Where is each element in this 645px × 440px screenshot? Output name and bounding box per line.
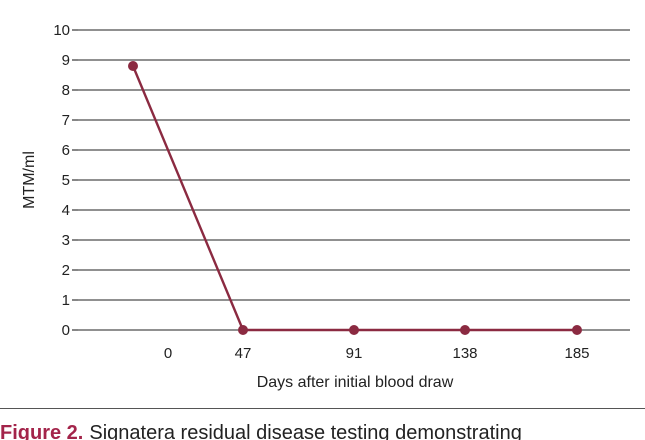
caption-divider xyxy=(0,408,645,409)
x-tick-label-0: 0 xyxy=(164,345,172,362)
y-tick-label-5: 5 xyxy=(62,172,70,189)
gridlines xyxy=(72,29,630,331)
y-tick-label-8: 8 xyxy=(62,82,70,99)
y-tick-label-4: 4 xyxy=(62,202,70,219)
y-tick-labels: 0 1 2 3 4 5 6 7 8 9 10 xyxy=(53,22,70,339)
y-tick-label-3: 3 xyxy=(62,232,70,249)
data-points xyxy=(128,61,582,335)
data-point-4 xyxy=(460,325,470,335)
figure-caption: Figure 2. Signatera residual disease test… xyxy=(0,414,645,440)
y-tick-label-1: 1 xyxy=(62,292,70,309)
x-tick-label-47: 47 xyxy=(235,345,252,362)
data-point-0 xyxy=(128,61,138,71)
y-tick-label-10: 10 xyxy=(53,22,70,39)
y-tick-label-7: 7 xyxy=(62,112,70,129)
y-axis-label: MTM/ml xyxy=(21,151,38,209)
figure-label: Figure 2. xyxy=(0,422,84,440)
y-tick-label-2: 2 xyxy=(62,262,70,279)
series-line xyxy=(131,65,577,332)
x-tick-labels: 0 47 91 138 185 xyxy=(164,345,590,362)
y-tick-label-6: 6 xyxy=(62,142,70,159)
data-point-5 xyxy=(572,325,582,335)
x-axis-label: Days after initial blood draw xyxy=(257,374,454,391)
series-polyline xyxy=(131,65,577,332)
line-chart: 0 1 2 3 4 5 6 7 8 9 10 0 47 91 138 185 MTM/ml Days aft… xyxy=(21,22,630,391)
x-tick-label-185: 185 xyxy=(564,345,589,362)
data-point-3 xyxy=(349,325,359,335)
y-tick-label-0: 0 xyxy=(62,322,70,339)
data-point-2 xyxy=(238,325,248,335)
x-tick-label-91: 91 xyxy=(346,345,363,362)
y-tick-label-9: 9 xyxy=(62,52,70,69)
x-tick-label-138: 138 xyxy=(452,345,477,362)
caption-text: Signatera residual disease testing demon… xyxy=(89,422,522,440)
